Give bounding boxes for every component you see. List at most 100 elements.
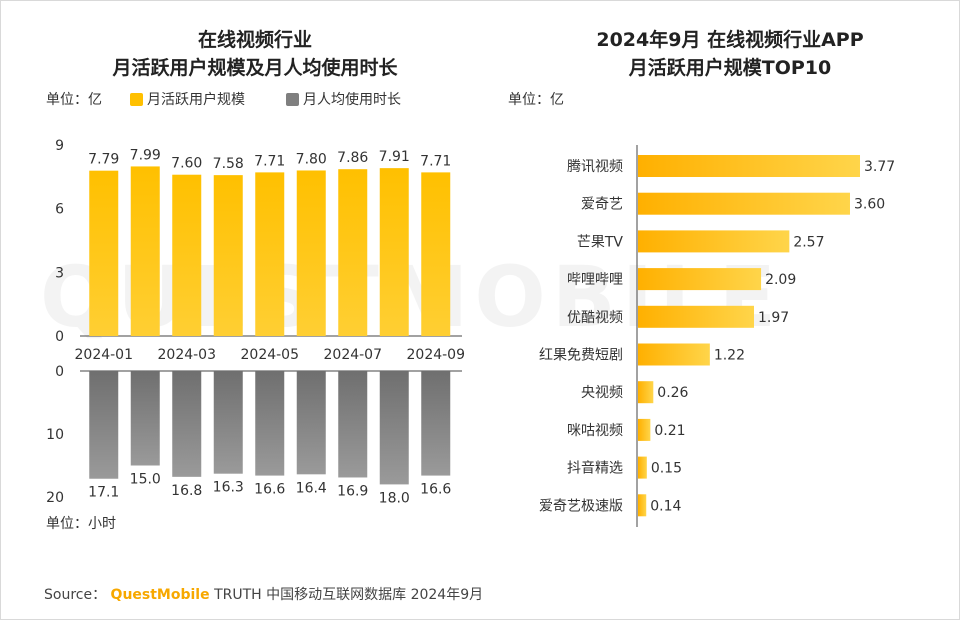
bottom-y-tick: 20: [46, 490, 64, 506]
app-value-label: 0.15: [651, 461, 682, 477]
source-line: Source： QuestMobile TRUTH 中国移动互联网数据库 202…: [44, 584, 483, 604]
duration-value-label: 18.0: [379, 490, 410, 506]
right-title-line1: 2024年9月 在线视频行业APP: [596, 29, 864, 51]
duration-bar: [89, 371, 119, 479]
legend-mau: 月活跃用户规模: [130, 89, 245, 109]
x-tick-label: 2024-09: [407, 347, 466, 363]
app-name-label: 芒果TV: [577, 234, 624, 250]
app-value-label: 3.77: [864, 159, 895, 175]
mau-value-label: 7.71: [254, 153, 285, 169]
right-unit: 单位：亿: [508, 92, 564, 108]
mau-bar: [89, 170, 119, 336]
duration-bar: [130, 371, 160, 466]
app-value-label: 2.09: [765, 272, 796, 288]
mau-bar: [213, 175, 243, 336]
top-y-tick: 3: [55, 265, 64, 281]
app-value-label: 3.60: [854, 197, 885, 213]
left-title-line1: 在线视频行业: [197, 29, 312, 51]
source-rest: TRUTH 中国移动互联网数据库 2024年9月: [214, 587, 484, 603]
mau-value-label: 7.60: [171, 156, 202, 172]
mau-value-label: 7.86: [337, 150, 368, 166]
app-name-label: 爱奇艺: [581, 196, 623, 213]
app-name-label: 红果免费短剧: [539, 348, 623, 364]
app-bar: [638, 192, 850, 215]
legend-duration-label: 月人均使用时长: [303, 92, 401, 108]
duration-bar: [296, 371, 326, 475]
x-tick-label: 2024-03: [158, 347, 217, 363]
app-name-label: 腾讯视频: [567, 158, 623, 175]
duration-value-label: 16.8: [171, 483, 202, 499]
mau-value-label: 7.80: [296, 151, 327, 167]
app-name-label: 抖音精选: [567, 460, 623, 477]
app-name-label: 央视频: [581, 385, 623, 401]
legend-duration-swatch: [286, 92, 299, 106]
x-tick-label: 2024-01: [75, 347, 134, 363]
app-bar: [638, 343, 710, 366]
app-name-label: 爱奇艺极速版: [539, 497, 623, 514]
left-unit-top: 单位：亿: [46, 92, 102, 108]
app-name-label: 哔哩哔哩: [567, 272, 623, 288]
duration-value-label: 16.6: [254, 482, 285, 498]
mau-bar: [379, 168, 409, 336]
mau-bar: [296, 170, 326, 336]
app-bar: [638, 418, 651, 441]
mau-bar: [338, 169, 368, 336]
app-value-label: 0.26: [657, 385, 688, 401]
app-bar: [638, 381, 654, 404]
duration-bar: [421, 371, 451, 476]
duration-bar: [213, 371, 243, 474]
left-combo-chart: 0 3 6 9 0 10 20 7.79 17.1 7.99 15.0 7.60 16.8 7.58 16.…: [46, 138, 465, 506]
x-tick-label: 2024-07: [324, 347, 383, 363]
duration-bar: [172, 371, 202, 477]
legend-mau-label: 月活跃用户规模: [147, 92, 245, 108]
duration-value-label: 16.4: [296, 480, 327, 496]
app-bar: [638, 494, 647, 517]
legend-duration: 月人均使用时长: [286, 89, 401, 109]
legend-mau-swatch: [130, 92, 143, 106]
bottom-y-tick: 10: [46, 427, 64, 443]
top-y-tick: 0: [55, 329, 64, 345]
mau-value-label: 7.71: [420, 153, 451, 169]
left-chart-title: 在线视频行业 月活跃用户规模及月人均使用时长: [80, 26, 430, 82]
right-title-line2: 月活跃用户规模TOP10: [628, 57, 832, 79]
duration-bar: [255, 371, 285, 476]
mau-bar: [172, 174, 202, 336]
app-bar: [638, 268, 762, 291]
mau-value-label: 7.99: [130, 147, 161, 163]
app-value-label: 1.22: [714, 348, 745, 364]
right-top10-chart: 腾讯视频 3.77 爱奇艺 3.60 芒果TV 2.57 哔哩哔哩 2.09 优酷视频 1.97 红…: [539, 145, 895, 527]
duration-value-label: 17.1: [88, 485, 119, 501]
source-prefix: Source：: [44, 587, 107, 603]
top-y-tick: 9: [55, 138, 64, 154]
app-bar: [638, 305, 755, 328]
app-name-label: 优酷视频: [567, 310, 623, 326]
app-value-label: 0.21: [654, 423, 685, 439]
top-y-tick: 6: [55, 202, 64, 218]
app-bar: [638, 456, 647, 479]
right-chart-title: 2024年9月 在线视频行业APP 月活跃用户规模TOP10: [540, 26, 920, 82]
bottom-y-tick: 0: [55, 364, 64, 380]
mau-bar: [130, 166, 160, 336]
app-value-label: 0.14: [650, 498, 681, 514]
mau-bar: [421, 172, 451, 336]
left-title-line2: 月活跃用户规模及月人均使用时长: [112, 57, 398, 79]
app-value-label: 2.57: [793, 234, 824, 250]
mau-value-label: 7.91: [379, 149, 410, 165]
duration-bar: [379, 371, 409, 485]
duration-value-label: 16.3: [213, 480, 244, 496]
x-tick-label: 2024-05: [241, 347, 300, 363]
mau-bar: [255, 172, 285, 336]
duration-value-label: 15.0: [130, 472, 161, 488]
app-bar: [638, 230, 790, 253]
app-bar: [638, 155, 860, 177]
app-name-label: 咪咕视频: [567, 423, 623, 439]
duration-value-label: 16.9: [337, 483, 368, 499]
mau-value-label: 7.79: [88, 152, 119, 168]
source-brand: QuestMobile: [110, 587, 210, 603]
left-unit-bottom: 单位：小时: [46, 516, 116, 532]
duration-value-label: 16.6: [420, 482, 451, 498]
duration-bar: [338, 371, 368, 478]
app-value-label: 1.97: [758, 310, 789, 326]
mau-value-label: 7.58: [213, 156, 244, 172]
